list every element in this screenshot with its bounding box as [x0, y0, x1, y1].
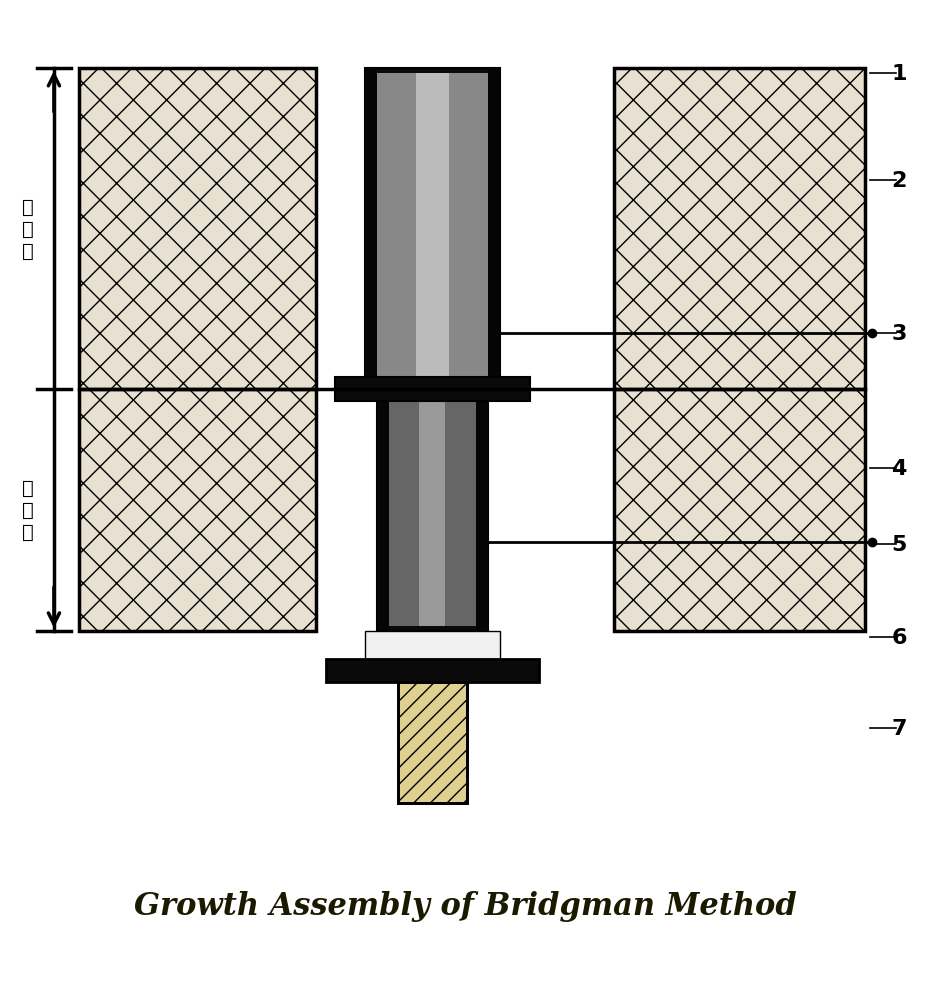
Bar [326, 659, 539, 682]
Bar [365, 631, 499, 659]
Text: 1: 1 [891, 64, 907, 83]
Text: 2: 2 [891, 170, 907, 190]
Bar [79, 69, 316, 390]
Bar [79, 69, 316, 390]
Bar [390, 394, 475, 626]
Bar [398, 682, 468, 803]
Bar [378, 390, 487, 631]
Bar [378, 390, 390, 631]
Bar [614, 69, 865, 390]
Bar [475, 390, 487, 631]
Text: 3: 3 [891, 324, 907, 344]
Bar [335, 378, 530, 401]
Bar [398, 682, 468, 803]
Bar [614, 69, 865, 390]
Text: 高
温
区: 高 温 区 [22, 197, 33, 261]
Bar [614, 390, 865, 631]
Bar [365, 69, 378, 390]
Text: 低
温
区: 低 温 区 [22, 479, 33, 542]
Bar [79, 390, 316, 631]
Text: 5: 5 [891, 535, 907, 555]
Text: 7: 7 [891, 718, 907, 738]
Bar [614, 390, 865, 631]
Text: 4: 4 [891, 459, 907, 479]
Bar [378, 73, 487, 385]
Bar [487, 69, 500, 390]
Text: 6: 6 [891, 627, 907, 647]
Bar [416, 73, 449, 385]
Bar [419, 394, 445, 626]
Bar [79, 390, 316, 631]
Text: Growth Assembly of Bridgman Method: Growth Assembly of Bridgman Method [134, 890, 796, 921]
Bar [365, 69, 499, 390]
